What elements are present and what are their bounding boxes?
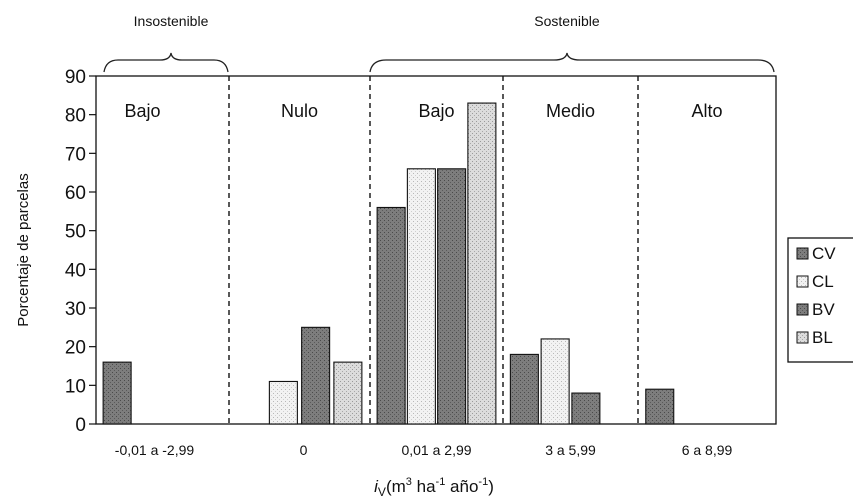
band-separators — [228, 76, 639, 424]
brace-insostenible — [103, 52, 229, 73]
bar-bl — [467, 102, 497, 425]
bar-cv — [102, 361, 132, 425]
legend-label: CV — [812, 244, 836, 263]
bar-cv — [645, 388, 675, 425]
x-tick-label: 0,01 a 2,99 — [401, 442, 471, 458]
bar-bv — [437, 168, 467, 425]
y-tick-label: 40 — [65, 260, 86, 281]
x-tick-label: 6 a 8,99 — [682, 442, 733, 458]
y-tick-label: 60 — [65, 183, 86, 204]
bar-bl — [333, 361, 363, 425]
band-label: Bajo — [418, 101, 454, 121]
band-label: Medio — [546, 101, 595, 121]
plot-area — [95, 75, 777, 425]
band-label: Nulo — [281, 101, 318, 121]
band-label: Bajo — [124, 101, 160, 121]
y-tick-label: 20 — [65, 338, 86, 359]
group-label-insostenible: Insostenible — [134, 13, 209, 29]
legend-swatch — [796, 275, 809, 288]
y-tick-label: 50 — [65, 222, 86, 243]
bars — [102, 102, 675, 425]
y-axis: 0 10 20 30 40 50 60 70 80 90 — [65, 67, 96, 436]
bar-cv — [509, 353, 539, 425]
bar-cv — [376, 206, 406, 425]
bar-bv — [301, 326, 331, 425]
group-label-sostenible: Sostenible — [534, 13, 600, 29]
y-axis-label: Porcentaje de parcelas — [15, 173, 32, 326]
y-tick-label: 70 — [65, 144, 86, 165]
x-axis-label: iV(m3 ha-1 año-1) — [374, 476, 494, 499]
legend-label: BV — [812, 300, 835, 319]
legend-label: CL — [812, 272, 834, 291]
legend-label: BL — [812, 328, 833, 347]
legend: CV CL BV BL — [796, 244, 836, 347]
x-tick-label: 3 a 5,99 — [545, 442, 596, 458]
band-label: Alto — [691, 101, 722, 121]
bar-cl — [268, 380, 298, 425]
bar-cl — [540, 338, 570, 425]
y-tick-label: 90 — [65, 67, 86, 88]
y-tick-label: 0 — [75, 415, 86, 436]
bar-bv — [571, 392, 601, 425]
x-tick-label: 0 — [300, 442, 308, 458]
brace-sostenible — [369, 52, 775, 73]
legend-swatch — [796, 331, 809, 344]
y-tick-label: 30 — [65, 299, 86, 320]
band-labels: Bajo Nulo Bajo Medio Alto — [124, 101, 722, 121]
x-tick-label: -0,01 a -2,99 — [115, 442, 195, 458]
x-tick-labels: -0,01 a -2,99 0 0,01 a 2,99 3 a 5,99 6 a 8,9… — [115, 442, 733, 458]
y-tick-label: 80 — [65, 106, 86, 127]
legend-swatch — [796, 247, 809, 260]
legend-swatch — [796, 303, 809, 316]
bar-cl — [406, 168, 436, 425]
y-tick-label: 10 — [65, 376, 86, 397]
